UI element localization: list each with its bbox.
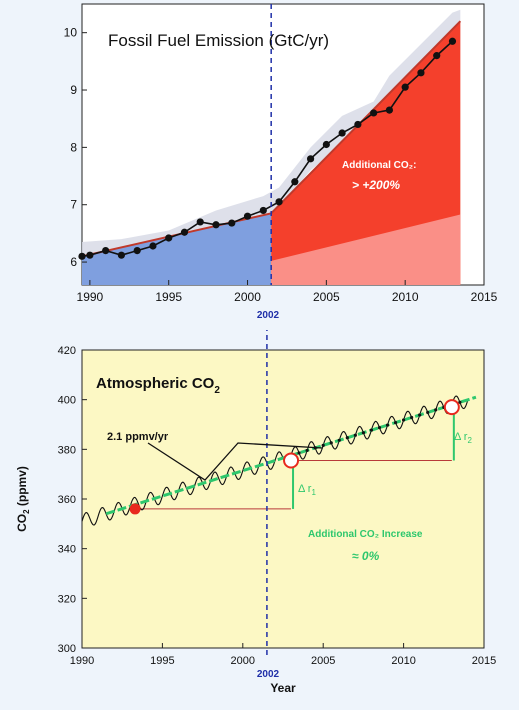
- chart2-y-tick-label: 320: [58, 593, 76, 605]
- chart2-observed-point: [410, 415, 414, 420]
- chart2-guides: [135, 412, 455, 510]
- chart1-observed-point: [322, 140, 330, 149]
- chart2-delta1-label: Δ r1: [298, 483, 316, 497]
- chart1-observed-point: [433, 52, 441, 60]
- chart1-marker-label: 2002: [257, 310, 280, 321]
- chart2-observed-point: [426, 410, 430, 415]
- chart2-observed-point: [377, 426, 382, 430]
- chart2-y-tick-label: 380: [58, 444, 76, 456]
- chart1-observed-point: [401, 83, 409, 91]
- chart2-ylabel: CO2 (ppmv): [15, 466, 31, 532]
- chart2-observed-point: [434, 408, 438, 412]
- chart2-observed-point: [369, 428, 374, 432]
- chart1-observed-point: [306, 155, 315, 163]
- atmospheric-co2-chart: 1990 1995 2000 2005 2010 2015 300 320 340 360 380 4…: [15, 330, 497, 695]
- chart1-light-wedge: [271, 214, 461, 285]
- chart2-xlabel: Year: [270, 681, 296, 695]
- chart1-x-tick-label: 1995: [155, 290, 182, 304]
- chart2-observed-point: [393, 420, 398, 425]
- chart1-x-tick-label: 1990: [77, 290, 104, 304]
- chart2-observed-point: [418, 413, 422, 417]
- chart2-plot-background: [81, 349, 485, 649]
- chart1-points: [78, 37, 457, 260]
- chart2-observed-point: [337, 438, 341, 442]
- chart1-observed-point: [212, 221, 220, 229]
- chart1-observed-point: [117, 251, 126, 259]
- chart1-additional-area: [271, 21, 461, 286]
- chart1-x-tick-label: 2015: [471, 290, 498, 304]
- chart2-y-tick-label: 340: [58, 544, 76, 556]
- chart1-axes: 1990 1995 2000 2005 2010 2015 6 7 8 9 10: [64, 26, 498, 304]
- chart2-key-point-3: [443, 399, 460, 416]
- chart2-delta2-label: Δ r2: [454, 431, 472, 445]
- chart1-observed-point: [86, 251, 94, 259]
- chart1-x-tick-label: 2005: [313, 290, 340, 304]
- chart1-x-tick-label: 2010: [392, 290, 419, 304]
- chart2-annotation: Additional CO₂ Increase: [308, 529, 423, 540]
- chart2-annotation-value: ≈ 0%: [352, 549, 380, 563]
- chart2-x-tick-label: 2010: [391, 655, 415, 667]
- chart1-observed-point: [102, 246, 110, 255]
- chart2-y-tick-label: 360: [58, 494, 76, 506]
- chart1-observed-point: [196, 218, 204, 226]
- chart2-x-tick-label: 2005: [311, 655, 335, 667]
- chart1-observed-point: [228, 219, 236, 227]
- chart2-observed-point: [297, 451, 301, 455]
- chart1-baseline-area: [82, 213, 272, 285]
- chart2-observed-point: [385, 423, 390, 427]
- chart2-x-tick-label: 2000: [231, 655, 255, 667]
- chart1-observed-point: [259, 206, 267, 215]
- chart2-observed-point: [321, 443, 325, 447]
- chart1-observed-point: [78, 252, 86, 260]
- chart1-y-tick-label: 7: [70, 198, 77, 212]
- chart2-x-tick-label: 1990: [70, 655, 94, 667]
- chart1-observed-point: [243, 212, 252, 220]
- chart1-observed-point: [133, 246, 141, 255]
- chart1-observed-point: [370, 109, 378, 117]
- fossil-fuel-emission-chart: 1990 1995 2000 2005 2010 2015 6 7 8 9 10 Fossil Fu…: [64, 3, 498, 321]
- chart2-rate-label: 2.1 ppmv/yr: [107, 431, 169, 443]
- chart2-y-tick-label: 400: [58, 395, 76, 407]
- chart1-observed-point: [417, 69, 425, 77]
- chart1-y-tick-label: 6: [70, 255, 77, 269]
- chart1-observed-point: [165, 234, 173, 242]
- chart1-observed-point: [149, 242, 157, 250]
- chart1-observed-point: [354, 120, 362, 129]
- chart1-observed-point: [291, 178, 299, 186]
- chart2-observed-point: [458, 400, 462, 404]
- chart2-rate-pointer: [147, 442, 323, 481]
- chart1-x-tick-label: 2000: [234, 290, 261, 304]
- chart1-annotation-value: > +200%: [352, 178, 400, 192]
- chart1-observed-point: [275, 198, 283, 206]
- chart1-observed-point: [385, 106, 394, 114]
- chart2-observed-point: [361, 431, 365, 435]
- chart2-observed-point: [402, 418, 406, 422]
- chart1-y-tick-label: 8: [70, 140, 77, 154]
- chart1-title: Fossil Fuel Emission (GtC/yr): [108, 31, 329, 50]
- chart2-y-tick-label: 300: [58, 643, 76, 655]
- chart1-y-tick-label: 9: [70, 83, 77, 97]
- chart1-annotation: Additional CO₂:: [342, 160, 416, 171]
- chart1-y-tick-label: 10: [64, 26, 78, 40]
- chart1-observed-point: [338, 129, 346, 137]
- chart1-observed-point: [180, 228, 189, 236]
- chart2-marker-label: 2002: [257, 669, 280, 680]
- chart2-x-tick-label: 1995: [150, 655, 174, 667]
- chart2-x-tick-label: 2015: [472, 655, 496, 667]
- chart2-axes: 1990 1995 2000 2005 2010 2015 300 320 340 360 380 4…: [58, 345, 497, 667]
- chart2-observed-point: [345, 436, 349, 440]
- chart2-key-point-1: [129, 503, 141, 515]
- chart1-observed-point: [448, 37, 457, 45]
- chart2-observed-point: [305, 448, 309, 453]
- chart2-observed-point: [329, 441, 333, 445]
- chart2-y-tick-label: 420: [58, 345, 76, 357]
- chart2-title: Atmospheric CO2: [96, 375, 220, 396]
- chart2-observed-point: [353, 433, 357, 437]
- chart2-key-point-2: [283, 452, 300, 469]
